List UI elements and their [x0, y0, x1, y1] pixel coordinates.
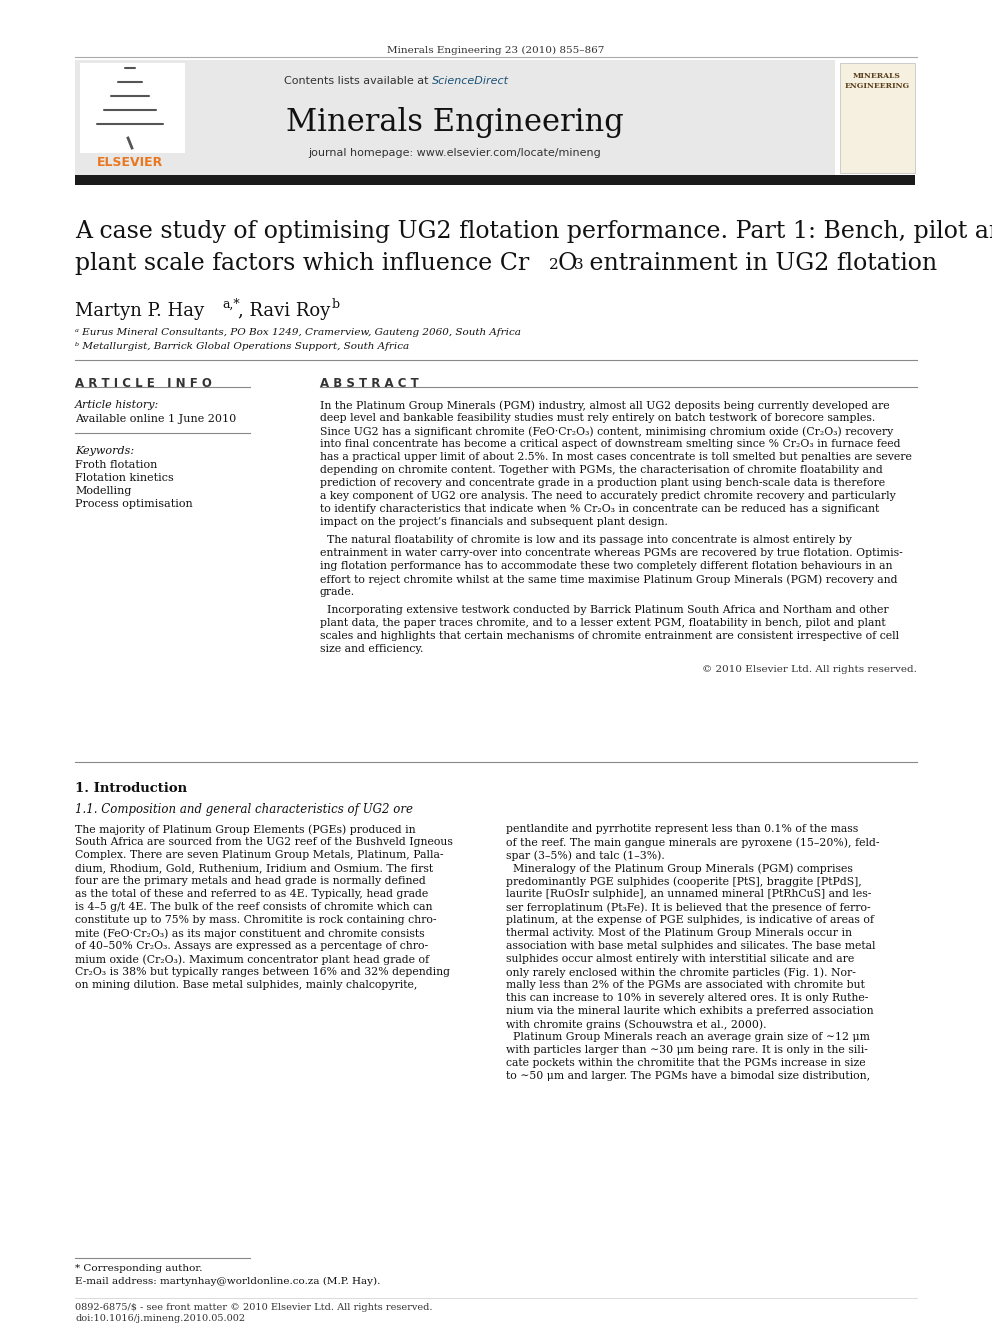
Text: Complex. There are seven Platinum Group Metals, Platinum, Palla-: Complex. There are seven Platinum Group … — [75, 849, 443, 860]
Text: association with base metal sulphides and silicates. The base metal: association with base metal sulphides an… — [506, 941, 876, 951]
Text: Martyn P. Hay: Martyn P. Hay — [75, 302, 210, 320]
Text: journal homepage: www.elsevier.com/locate/mineng: journal homepage: www.elsevier.com/locat… — [309, 148, 601, 157]
Text: Contents lists available at: Contents lists available at — [284, 75, 432, 86]
Text: ᵇ Metallurgist, Barrick Global Operations Support, South Africa: ᵇ Metallurgist, Barrick Global Operation… — [75, 343, 409, 351]
Text: doi:10.1016/j.mineng.2010.05.002: doi:10.1016/j.mineng.2010.05.002 — [75, 1314, 245, 1323]
Text: © 2010 Elsevier Ltd. All rights reserved.: © 2010 Elsevier Ltd. All rights reserved… — [702, 665, 917, 673]
Text: mally less than 2% of the PGMs are associated with chromite but: mally less than 2% of the PGMs are assoc… — [506, 980, 865, 990]
Text: Available online 1 June 2010: Available online 1 June 2010 — [75, 414, 236, 423]
Text: of the reef. The main gangue minerals are pyroxene (15–20%), feld-: of the reef. The main gangue minerals ar… — [506, 837, 880, 848]
Text: 3: 3 — [574, 258, 583, 273]
Text: O: O — [558, 251, 577, 275]
Text: Minerals Engineering: Minerals Engineering — [286, 107, 624, 138]
Text: South Africa are sourced from the UG2 reef of the Bushveld Igneous: South Africa are sourced from the UG2 re… — [75, 837, 453, 847]
Text: effort to reject chromite whilst at the same time maximise Platinum Group Minera: effort to reject chromite whilst at the … — [320, 574, 898, 585]
Text: to ∼50 μm and larger. The PGMs have a bimodal size distribution,: to ∼50 μm and larger. The PGMs have a bi… — [506, 1072, 870, 1081]
Text: A R T I C L E   I N F O: A R T I C L E I N F O — [75, 377, 212, 390]
Text: entrainment in water carry-over into concentrate whereas PGMs are recovered by t: entrainment in water carry-over into con… — [320, 548, 903, 558]
Text: to identify characteristics that indicate when % Cr₂O₃ in concentrate can be red: to identify characteristics that indicat… — [320, 504, 879, 515]
Text: spar (3–5%) and talc (1–3%).: spar (3–5%) and talc (1–3%). — [506, 849, 665, 860]
Text: A B S T R A C T: A B S T R A C T — [320, 377, 419, 390]
Text: * Corresponding author.: * Corresponding author. — [75, 1263, 202, 1273]
Text: entrainment in UG2 flotation: entrainment in UG2 flotation — [582, 251, 937, 275]
Text: has a practical upper limit of about 2.5%. In most cases concentrate is toll sme: has a practical upper limit of about 2.5… — [320, 452, 912, 462]
Text: deep level and bankable feasibility studies must rely entirely on batch testwork: deep level and bankable feasibility stud… — [320, 413, 875, 423]
Text: impact on the project’s financials and subsequent plant design.: impact on the project’s financials and s… — [320, 517, 668, 527]
Text: size and efficiency.: size and efficiency. — [320, 644, 424, 654]
Text: ser ferroplatinum (Pt₃Fe). It is believed that the presence of ferro-: ser ferroplatinum (Pt₃Fe). It is believe… — [506, 902, 871, 913]
Bar — [75, 175, 915, 185]
Text: 0892-6875/$ - see front matter © 2010 Elsevier Ltd. All rights reserved.: 0892-6875/$ - see front matter © 2010 El… — [75, 1303, 433, 1312]
Text: depending on chromite content. Together with PGMs, the characterisation of chrom: depending on chromite content. Together … — [320, 464, 883, 475]
Text: ᵃ Eurus Mineral Consultants, PO Box 1249, Cramerview, Gauteng 2060, South Africa: ᵃ Eurus Mineral Consultants, PO Box 1249… — [75, 328, 521, 337]
Text: A case study of optimising UG2 flotation performance. Part 1: Bench, pilot and: A case study of optimising UG2 flotation… — [75, 220, 992, 243]
Text: ing flotation performance has to accommodate these two completely different flot: ing flotation performance has to accommo… — [320, 561, 893, 572]
Text: Platinum Group Minerals reach an average grain size of ∼12 μm: Platinum Group Minerals reach an average… — [506, 1032, 870, 1043]
Text: pentlandite and pyrrhotite represent less than 0.1% of the mass: pentlandite and pyrrhotite represent les… — [506, 824, 858, 833]
Text: Process optimisation: Process optimisation — [75, 499, 192, 509]
Text: , Ravi Roy: , Ravi Roy — [238, 302, 330, 320]
Bar — [840, 64, 915, 173]
Text: platinum, at the expense of PGE sulphides, is indicative of areas of: platinum, at the expense of PGE sulphide… — [506, 916, 874, 925]
Text: Keywords:: Keywords: — [75, 446, 134, 456]
Text: The majority of Platinum Group Elements (PGEs) produced in: The majority of Platinum Group Elements … — [75, 824, 416, 835]
Text: ELSEVIER: ELSEVIER — [97, 156, 163, 169]
Text: a,*: a,* — [222, 298, 240, 311]
Text: mium oxide (Cr₂O₃). Maximum concentrator plant head grade of: mium oxide (Cr₂O₃). Maximum concentrator… — [75, 954, 430, 964]
Text: is 4–5 g/t 4E. The bulk of the reef consists of chromite which can: is 4–5 g/t 4E. The bulk of the reef cons… — [75, 902, 433, 912]
Text: b: b — [332, 298, 340, 311]
Text: nium via the mineral laurite which exhibits a preferred association: nium via the mineral laurite which exhib… — [506, 1005, 874, 1016]
Text: mite (FeO·Cr₂O₃) as its major constituent and chromite consists: mite (FeO·Cr₂O₃) as its major constituen… — [75, 927, 425, 938]
Text: 1. Introduction: 1. Introduction — [75, 782, 187, 795]
Text: grade.: grade. — [320, 587, 355, 597]
Text: into final concentrate has become a critical aspect of downstream smelting since: into final concentrate has become a crit… — [320, 439, 901, 448]
Text: a key component of UG2 ore analysis. The need to accurately predict chromite rec: a key component of UG2 ore analysis. The… — [320, 491, 896, 501]
Text: Incorporating extensive testwork conducted by Barrick Platinum South Africa and : Incorporating extensive testwork conduct… — [320, 605, 889, 615]
Text: dium, Rhodium, Gold, Ruthenium, Iridium and Osmium. The first: dium, Rhodium, Gold, Ruthenium, Iridium … — [75, 863, 434, 873]
Text: cate pockets within the chromitite that the PGMs increase in size: cate pockets within the chromitite that … — [506, 1058, 866, 1068]
Bar — [75, 60, 835, 175]
Text: Mineralogy of the Platinum Group Minerals (PGM) comprises: Mineralogy of the Platinum Group Mineral… — [506, 863, 853, 873]
Text: ENGINEERING: ENGINEERING — [844, 82, 910, 90]
Text: with particles larger than ∼30 μm being rare. It is only in the sili-: with particles larger than ∼30 μm being … — [506, 1045, 868, 1054]
Text: In the Platinum Group Minerals (PGM) industry, almost all UG2 deposits being cur: In the Platinum Group Minerals (PGM) ind… — [320, 400, 890, 410]
Text: scales and highlights that certain mechanisms of chromite entrainment are consis: scales and highlights that certain mecha… — [320, 631, 899, 642]
Text: ScienceDirect: ScienceDirect — [432, 75, 509, 86]
Text: as the total of these and referred to as 4E. Typically, head grade: as the total of these and referred to as… — [75, 889, 429, 900]
Text: Minerals Engineering 23 (2010) 855–867: Minerals Engineering 23 (2010) 855–867 — [387, 46, 605, 56]
Text: four are the primary metals and head grade is normally defined: four are the primary metals and head gra… — [75, 876, 426, 886]
Text: laurite [RuOsIr sulphide], an unnamed mineral [PtRhCuS] and les-: laurite [RuOsIr sulphide], an unnamed mi… — [506, 889, 871, 900]
Text: of 40–50% Cr₂O₃. Assays are expressed as a percentage of chro-: of 40–50% Cr₂O₃. Assays are expressed as… — [75, 941, 429, 951]
Text: plant data, the paper traces chromite, and to a lesser extent PGM, floatability : plant data, the paper traces chromite, a… — [320, 618, 886, 628]
Text: Froth flotation: Froth flotation — [75, 460, 158, 470]
Text: constitute up to 75% by mass. Chromitite is rock containing chro-: constitute up to 75% by mass. Chromitite… — [75, 916, 436, 925]
Text: plant scale factors which influence Cr: plant scale factors which influence Cr — [75, 251, 530, 275]
Text: Modelling: Modelling — [75, 486, 131, 496]
Text: prediction of recovery and concentrate grade in a production plant using bench-s: prediction of recovery and concentrate g… — [320, 478, 885, 488]
Text: Since UG2 has a significant chromite (FeO·Cr₂O₃) content, minimising chromium ox: Since UG2 has a significant chromite (Fe… — [320, 426, 893, 437]
Text: MINERALS: MINERALS — [853, 71, 901, 79]
Text: Flotation kinetics: Flotation kinetics — [75, 474, 174, 483]
Text: Article history:: Article history: — [75, 400, 160, 410]
Text: only rarely enclosed within the chromite particles (Fig. 1). Nor-: only rarely enclosed within the chromite… — [506, 967, 856, 978]
Text: sulphides occur almost entirely with interstitial silicate and are: sulphides occur almost entirely with int… — [506, 954, 854, 964]
Text: with chromite grains (Schouwstra et al., 2000).: with chromite grains (Schouwstra et al.,… — [506, 1019, 767, 1029]
Bar — [80, 64, 185, 153]
Text: The natural floatability of chromite is low and its passage into concentrate is : The natural floatability of chromite is … — [320, 534, 852, 545]
Text: 1.1. Composition and general characteristics of UG2 ore: 1.1. Composition and general characteris… — [75, 803, 413, 816]
Text: this can increase to 10% in severely altered ores. It is only Ruthe-: this can increase to 10% in severely alt… — [506, 994, 868, 1003]
Text: thermal activity. Most of the Platinum Group Minerals occur in: thermal activity. Most of the Platinum G… — [506, 927, 852, 938]
Text: on mining dilution. Base metal sulphides, mainly chalcopyrite,: on mining dilution. Base metal sulphides… — [75, 980, 418, 990]
Text: Cr₂O₃ is 38% but typically ranges between 16% and 32% depending: Cr₂O₃ is 38% but typically ranges betwee… — [75, 967, 450, 976]
Text: E-mail address: martynhay@worldonline.co.za (M.P. Hay).: E-mail address: martynhay@worldonline.co… — [75, 1277, 380, 1286]
Text: predominantly PGE sulphides (cooperite [PtS], braggite [PtPdS],: predominantly PGE sulphides (cooperite [… — [506, 876, 862, 886]
Text: 2: 2 — [549, 258, 558, 273]
